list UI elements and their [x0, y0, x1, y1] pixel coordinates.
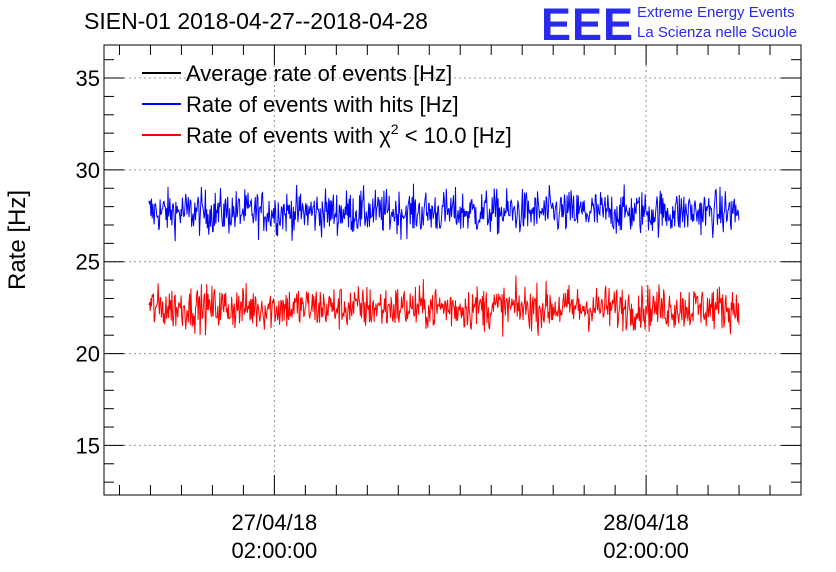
y-tick-label: 20 — [76, 342, 100, 367]
y-tick-label: 25 — [76, 250, 100, 275]
legend-chi2-suffix: < 10.0 [Hz] — [399, 123, 512, 148]
series-line-hits — [148, 183, 740, 242]
brand-line-1: Extreme Energy Events — [637, 4, 795, 21]
legend-label-average: Average rate of events [Hz] — [186, 61, 452, 86]
y-tick-label: 35 — [76, 66, 100, 91]
legend-label-chi2: Rate of events with χ2 < 10.0 [Hz] — [186, 121, 512, 148]
x-tick-date: 27/04/18 — [232, 510, 318, 535]
x-tick-time: 02:00:00 — [232, 538, 318, 563]
x-tick-date: 28/04/18 — [603, 510, 689, 535]
eee-logo: EEE — [541, 0, 635, 50]
y-tick-label: 15 — [76, 433, 100, 458]
y-tick-label: 30 — [76, 158, 100, 183]
legend-chi2-prefix: Rate of events with — [186, 123, 379, 148]
chart-title: SIEN-01 2018-04-27--2018-04-28 — [84, 8, 428, 34]
grid-lines — [104, 45, 801, 495]
series-line-chi2 — [148, 275, 740, 337]
legend-label-hits: Rate of events with hits [Hz] — [186, 92, 459, 117]
brand-line-2: La Scienza nelle Scuole — [637, 24, 798, 41]
legend-chi2-sup: 2 — [391, 121, 399, 137]
plot-frame — [103, 44, 802, 496]
axis-ticks: 15 20 25 30 35 27/04/18 02:00:00 28/04/18 02:00:… — [76, 45, 801, 563]
series-lines — [148, 183, 740, 337]
legend-chi2-symbol: χ — [379, 123, 391, 148]
x-tick-time: 02:00:00 — [603, 538, 689, 563]
legend: Average rate of events [Hz] Rate of even… — [142, 61, 512, 148]
